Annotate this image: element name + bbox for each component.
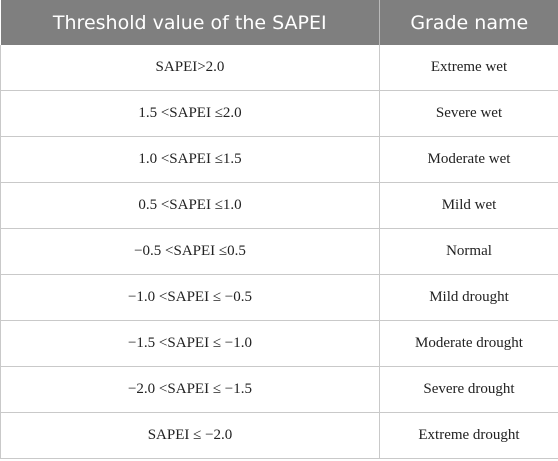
threshold-cell: 1.0 <SAPEI ≤1.5 [0, 136, 380, 183]
grade-cell: Moderate wet [379, 136, 558, 183]
grade-cell: Moderate drought [379, 320, 558, 367]
table-row: 1.5 <SAPEI ≤2.0 Severe wet [0, 90, 558, 137]
table-row: −2.0 <SAPEI ≤ −1.5 Severe drought [0, 366, 558, 413]
threshold-cell: SAPEI ≤ −2.0 [0, 412, 380, 459]
threshold-cell: −0.5 <SAPEI ≤0.5 [0, 228, 380, 275]
table-row: 1.0 <SAPEI ≤1.5 Moderate wet [0, 136, 558, 183]
header-threshold-value: Threshold value of the SAPEI [0, 0, 380, 45]
table-row: SAPEI>2.0 Extreme wet [0, 45, 558, 91]
table-row: −1.0 <SAPEI ≤ −0.5 Mild drought [0, 274, 558, 321]
header-grade-name: Grade name [379, 0, 558, 45]
threshold-cell: 1.5 <SAPEI ≤2.0 [0, 90, 380, 137]
header-row: Threshold value of the SAPEI Grade name [0, 0, 558, 45]
table-row: −1.5 <SAPEI ≤ −1.0 Moderate drought [0, 320, 558, 367]
grade-cell: Mild drought [379, 274, 558, 321]
table-row: 0.5 <SAPEI ≤1.0 Mild wet [0, 182, 558, 229]
grade-cell: Severe drought [379, 366, 558, 413]
threshold-cell: SAPEI>2.0 [0, 45, 380, 91]
threshold-cell: −2.0 <SAPEI ≤ −1.5 [0, 366, 380, 413]
grade-cell: Extreme drought [379, 412, 558, 459]
grade-cell: Extreme wet [379, 45, 558, 91]
grade-cell: Mild wet [379, 182, 558, 229]
threshold-cell: −1.5 <SAPEI ≤ −1.0 [0, 320, 380, 367]
table-header: Threshold value of the SAPEI Grade name [0, 0, 558, 45]
threshold-cell: −1.0 <SAPEI ≤ −0.5 [0, 274, 380, 321]
grade-cell: Severe wet [379, 90, 558, 137]
table-row: −0.5 <SAPEI ≤0.5 Normal [0, 228, 558, 275]
table-body: SAPEI>2.0 Extreme wet 1.5 <SAPEI ≤2.0 Se… [0, 45, 558, 459]
grade-cell: Normal [379, 228, 558, 275]
threshold-cell: 0.5 <SAPEI ≤1.0 [0, 182, 380, 229]
table-row: SAPEI ≤ −2.0 Extreme drought [0, 412, 558, 459]
